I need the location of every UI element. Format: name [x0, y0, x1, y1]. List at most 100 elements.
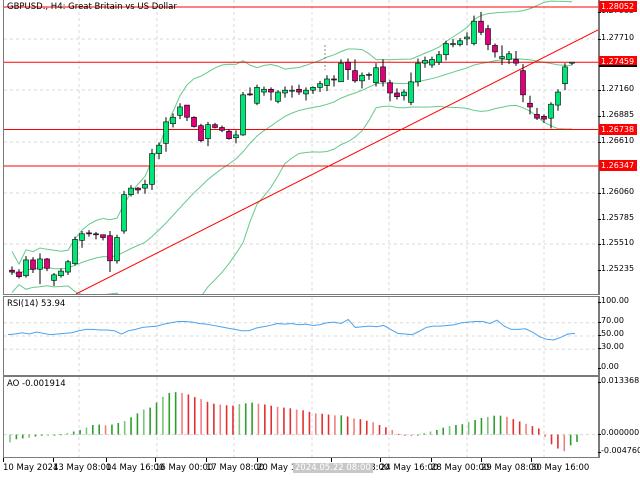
candle[interactable] — [401, 89, 407, 101]
candle[interactable] — [324, 75, 330, 92]
price-chart-pane[interactable]: GBPUSD., H4: Great Britain vs US Dollar — [3, 0, 600, 295]
candle[interactable] — [296, 84, 302, 95]
candle[interactable] — [72, 236, 78, 266]
level-price-tag: 1.26347 — [599, 160, 637, 171]
candle[interactable] — [205, 121, 211, 147]
candle[interactable] — [37, 253, 43, 285]
ao-indicator-pane[interactable]: AO -0.001914 — [3, 376, 600, 458]
ao-axis: 0.013368 0.000000 -0.004760 — [597, 376, 640, 458]
candle[interactable] — [366, 72, 372, 80]
rsi-label: RSI(14) 53.94 — [7, 299, 66, 309]
candle[interactable] — [506, 51, 512, 65]
candle[interactable] — [9, 266, 15, 275]
candle[interactable] — [128, 185, 134, 197]
candle[interactable] — [163, 117, 169, 152]
time-tick: 13 May 08:00 — [53, 458, 112, 473]
candle[interactable] — [254, 84, 260, 106]
candle[interactable] — [429, 56, 435, 68]
candle[interactable] — [51, 272, 57, 287]
candle[interactable] — [450, 38, 456, 48]
candle[interactable] — [233, 130, 239, 144]
candle[interactable] — [30, 257, 36, 273]
candle[interactable] — [541, 114, 547, 123]
candle[interactable] — [275, 90, 281, 104]
candle[interactable] — [65, 259, 71, 275]
candle[interactable] — [93, 231, 99, 240]
candle[interactable] — [485, 24, 491, 51]
candle[interactable] — [520, 64, 526, 103]
candle[interactable] — [534, 107, 540, 121]
ao-tick: -0.004760 — [597, 446, 640, 455]
candle[interactable] — [23, 256, 29, 278]
candle[interactable] — [282, 86, 288, 98]
candle[interactable] — [114, 234, 120, 264]
candle[interactable] — [107, 230, 113, 273]
candle[interactable] — [471, 15, 477, 46]
candle[interactable] — [408, 72, 414, 106]
candle[interactable] — [422, 56, 428, 68]
candle[interactable] — [149, 148, 155, 190]
candle[interactable] — [527, 95, 533, 115]
candle[interactable] — [58, 268, 64, 278]
price-axis[interactable]: 1.279851.277101.271601.268851.266101.260… — [597, 0, 640, 294]
price-tick: 1.25785 — [597, 213, 635, 222]
candle[interactable] — [310, 86, 316, 94]
rsi-line-chart — [4, 297, 598, 375]
candle[interactable] — [261, 86, 267, 96]
candle[interactable] — [555, 89, 561, 111]
candle[interactable] — [135, 187, 141, 194]
candle[interactable] — [359, 72, 365, 89]
candle[interactable] — [457, 37, 463, 47]
candle[interactable] — [156, 142, 162, 160]
candle[interactable] — [513, 51, 519, 66]
candle[interactable] — [352, 59, 358, 83]
candle[interactable] — [184, 104, 190, 121]
ao-label: AO -0.001914 — [7, 379, 66, 389]
time-tick: 29 May 08:00 — [481, 458, 540, 473]
candle[interactable] — [492, 43, 498, 58]
candle[interactable] — [100, 234, 106, 241]
candle[interactable] — [170, 113, 176, 128]
candle[interactable] — [86, 230, 92, 237]
rsi-tick: 100.00 — [598, 296, 629, 305]
rsi-indicator-pane[interactable]: RSI(14) 53.94 — [3, 296, 600, 376]
candle[interactable] — [569, 61, 575, 66]
time-tick: 14 May 16:00 — [106, 458, 165, 473]
candle[interactable] — [289, 85, 295, 98]
candle[interactable] — [548, 102, 554, 129]
candle[interactable] — [317, 80, 323, 93]
candle[interactable] — [198, 123, 204, 143]
candle[interactable] — [121, 190, 127, 234]
time-tick: 30 May 16:00 — [531, 458, 590, 473]
candle[interactable] — [16, 269, 22, 279]
candle[interactable] — [79, 230, 85, 248]
candle[interactable] — [387, 79, 393, 102]
price-tick: 1.26060 — [597, 187, 635, 196]
candle[interactable] — [142, 179, 148, 194]
candle[interactable] — [415, 58, 421, 87]
candle[interactable] — [464, 32, 470, 46]
candle[interactable] — [373, 63, 379, 87]
candle[interactable] — [247, 87, 253, 96]
candle[interactable] — [562, 63, 568, 91]
candle[interactable] — [303, 87, 309, 101]
candle[interactable] — [380, 59, 386, 87]
candle[interactable] — [331, 75, 337, 87]
candle[interactable] — [345, 58, 351, 80]
candle[interactable] — [219, 125, 225, 133]
candle[interactable] — [394, 88, 400, 100]
candle[interactable] — [44, 258, 50, 272]
candle[interactable] — [212, 122, 218, 129]
candle[interactable] — [499, 45, 505, 66]
candle[interactable] — [338, 59, 344, 83]
candle[interactable] — [478, 11, 484, 36]
candlestick-chart[interactable] — [4, 0, 598, 294]
time-axis[interactable]: 10 May 2024 13 May 08:00 14 May 16:00 16 Ma… — [3, 458, 640, 480]
candle[interactable] — [436, 51, 442, 66]
candle[interactable] — [443, 40, 449, 61]
candle[interactable] — [240, 92, 246, 136]
candle[interactable] — [177, 103, 183, 120]
candle[interactable] — [268, 87, 274, 101]
candle[interactable] — [191, 116, 197, 128]
candle[interactable] — [226, 129, 232, 140]
